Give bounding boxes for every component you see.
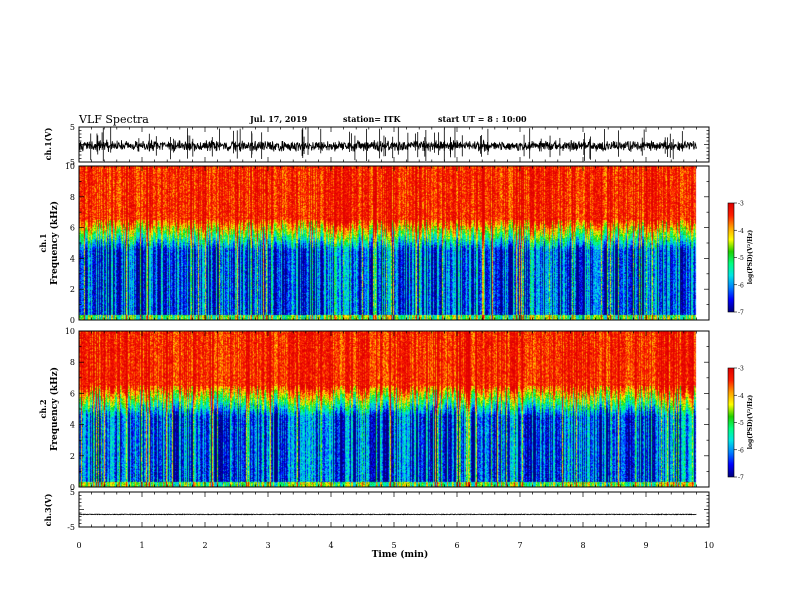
- ch2-spectrogram-channel-label: ch.2: [38, 399, 48, 418]
- ch2-colorbar-tick-label: -4: [738, 393, 744, 400]
- ch1-spectrogram-panel: 0 2 4 6 8 10 ch.1 Frequency (kHz): [38, 162, 710, 325]
- ch2-colorbar-gradient: [728, 368, 734, 477]
- ch2-colorbar-ticks: -3 -4 -5 -6 -7: [734, 366, 744, 482]
- x-tick-label: 2: [202, 541, 207, 550]
- ch2-colorbar: -3 -4 -5 -6 -7 log(PSD)(V²/Hz): [727, 366, 754, 482]
- ch1-colorbar-tick-label: -6: [738, 282, 744, 289]
- x-tick-label: 8: [580, 541, 585, 550]
- figure-title: VLF Spectra: [78, 113, 149, 126]
- ch1-spectrogram-ytick-label: 2: [70, 285, 75, 294]
- x-tick-label: 3: [265, 541, 270, 550]
- ch2-colorbar-tick-label: -6: [738, 447, 744, 454]
- ch2-spectrogram-ytick-label: 6: [70, 389, 75, 398]
- ch2-spectrogram-ytick-label: 10: [65, 327, 75, 336]
- x-tick-label: 6: [454, 541, 459, 550]
- x-tick-label: 10: [704, 541, 714, 550]
- ch3-waveform-ylabel: ch.3(V): [43, 493, 53, 526]
- x-tick-label: 5: [391, 541, 396, 550]
- ch3-waveform-ytick-label: 5: [70, 488, 75, 497]
- ch1-waveform-ytick-label: -5: [67, 158, 75, 167]
- x-tick-label: 9: [643, 541, 648, 550]
- ch2-spectrogram-ytick-label: 4: [70, 421, 75, 430]
- x-axis-tick-labels: 0 1 2 3 4 5 6 7 8 9 10: [76, 541, 714, 550]
- ch2-spectrogram-panel: 0 2 4 6 8 10 ch.2 Frequency (kHz): [38, 327, 710, 492]
- ch2-colorbar-label: log(PSD)(V²/Hz): [747, 395, 754, 450]
- x-tick-label: 7: [517, 541, 522, 550]
- ch1-colorbar-tick-label: -7: [738, 310, 744, 317]
- ch3-waveform-frame: [78, 491, 710, 528]
- ch1-colorbar-tick-label: -3: [738, 201, 744, 208]
- x-axis-label: Time (min): [372, 549, 429, 560]
- ch1-spectrogram-image: [79, 166, 709, 320]
- station-label: station= ITK: [343, 114, 401, 124]
- x-tick-label: 0: [76, 541, 81, 550]
- ch1-spectrogram-ytick-label: 10: [65, 162, 75, 171]
- ch2-colorbar-tick-label: -3: [738, 366, 744, 373]
- ch1-waveform-ylabel: ch.1(V): [43, 127, 53, 160]
- ch1-waveform-line: [78, 139, 697, 153]
- ch1-spectrogram-axis: 0 2 4 6 8 10: [65, 162, 710, 325]
- date-label: Jul. 17, 2019: [249, 114, 308, 124]
- x-tick-label: 4: [328, 541, 333, 550]
- ch2-spectrogram-ytick-label: 0: [70, 483, 75, 492]
- ch3-waveform-panel: 5 -5 ch.3(V): [43, 488, 710, 532]
- ch2-colorbar-tick-label: -5: [738, 420, 744, 427]
- ch1-spectrogram-ytick-label: 0: [70, 316, 75, 325]
- ch1-spectrogram-ytick-label: 8: [70, 193, 75, 202]
- ch1-waveform-panel: 5 -5 ch.1(V): [43, 123, 710, 167]
- ch1-colorbar-tick-label: -5: [738, 255, 744, 262]
- x-tick-label: 1: [139, 541, 144, 550]
- ch1-colorbar: -3 -4 -5 -6 -7 log(PSD)(V²/Hz): [727, 201, 754, 317]
- ch1-colorbar-ticks: -3 -4 -5 -6 -7: [734, 201, 744, 317]
- ch3-waveform-axis: 5 -5: [67, 488, 710, 532]
- ch1-colorbar-label: log(PSD)(V²/Hz): [747, 230, 754, 285]
- ch3-waveform-trace: [79, 513, 697, 516]
- ch2-spectrogram-ytick-label: 2: [70, 452, 75, 461]
- start-time-label: start UT = 8 : 10:00: [438, 114, 527, 124]
- ch1-colorbar-tick-label: -4: [738, 228, 744, 235]
- ch3-waveform-line: [79, 513, 697, 516]
- ch2-spectrogram-ytick-label: 8: [70, 358, 75, 367]
- ch1-colorbar-gradient: [728, 203, 734, 312]
- ch1-spectrogram-ytick-label: 6: [70, 224, 75, 233]
- ch2-spectrogram-image: [79, 331, 709, 487]
- ch1-waveform-ytick-label: 5: [70, 123, 75, 132]
- ch2-spectrogram-ylabel: Frequency (kHz): [49, 367, 60, 451]
- ch1-spectrogram-channel-label: ch.1: [38, 233, 48, 252]
- ch1-waveform-axis: 5 -5: [67, 123, 710, 167]
- ch3-waveform-ytick-label: -5: [67, 523, 75, 532]
- ch1-waveform-trace: [78, 127, 697, 162]
- ch2-colorbar-tick-label: -7: [738, 475, 744, 482]
- ch1-spectrogram-ytick-label: 4: [70, 254, 75, 263]
- ch2-spectrogram-axis: 0 2 4 6 8 10: [65, 327, 710, 492]
- ch1-spectrogram-ylabel: Frequency (kHz): [49, 201, 60, 285]
